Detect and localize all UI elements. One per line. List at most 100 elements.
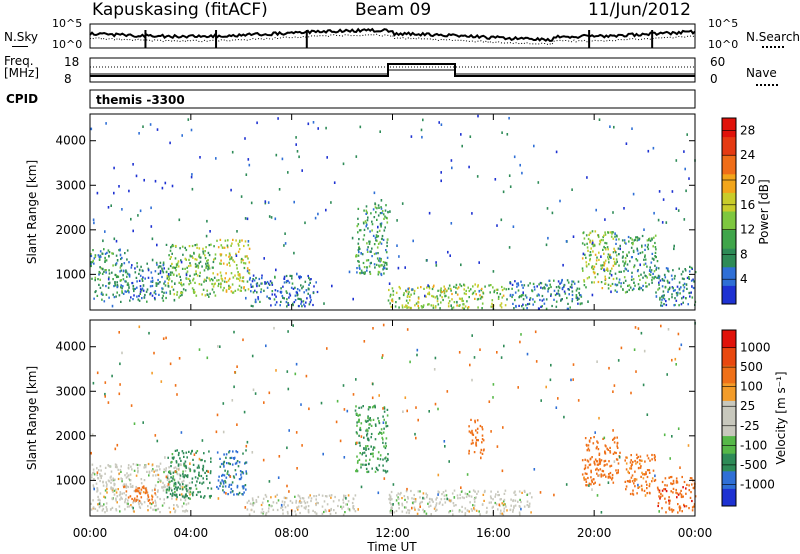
data-cell (137, 214, 139, 217)
nsky-panel (89, 23, 696, 49)
data-cell (662, 198, 665, 201)
data-cell (609, 253, 611, 256)
data-cell (276, 508, 279, 512)
data-cell (450, 222, 453, 225)
data-cell (255, 500, 258, 503)
data-cell (266, 295, 268, 298)
data-cell (184, 463, 186, 466)
x-tick-label: 00:00 (678, 526, 713, 540)
data-cell (443, 497, 446, 501)
data-cell (504, 489, 507, 492)
data-cell (503, 503, 506, 506)
colorbar-tick-label: 500 (740, 360, 763, 374)
data-cell (627, 269, 629, 272)
data-cell (223, 246, 226, 249)
data-cell (414, 304, 416, 307)
data-cell (236, 493, 238, 496)
data-cell (313, 285, 315, 288)
data-cell (115, 491, 118, 494)
data-cell (213, 283, 216, 286)
data-cell (386, 424, 389, 428)
data-cell (158, 465, 160, 468)
data-cell (680, 303, 683, 306)
data-cell (500, 306, 503, 309)
data-cell (241, 257, 243, 261)
data-cell (404, 396, 407, 399)
data-cell (236, 423, 238, 426)
data-cell (355, 470, 357, 473)
data-cell (463, 496, 465, 500)
data-cell (630, 246, 633, 249)
data-cell (171, 245, 173, 248)
data-cell (137, 487, 139, 490)
data-cell (375, 424, 377, 427)
data-cell (154, 484, 157, 487)
data-cell (571, 280, 573, 283)
data-cell (235, 473, 237, 476)
data-cell (408, 306, 410, 309)
data-cell (453, 504, 455, 507)
data-cell (421, 500, 423, 504)
data-cell (372, 234, 375, 237)
data-cell (287, 171, 289, 174)
data-cell (494, 178, 497, 181)
data-cell (260, 288, 263, 291)
data-cell (342, 384, 345, 387)
data-cell (323, 500, 326, 503)
data-cell (181, 486, 184, 489)
data-cell (283, 244, 285, 247)
data-cell (103, 248, 105, 251)
data-cell (154, 501, 157, 504)
data-cell (637, 283, 640, 286)
data-cell (145, 464, 147, 467)
data-cell (236, 484, 239, 487)
data-cell (671, 358, 673, 362)
data-cell (196, 264, 199, 267)
data-cell (424, 294, 426, 298)
data-cell (120, 477, 122, 480)
data-cell (159, 497, 161, 501)
data-cell (178, 273, 180, 276)
data-cell (221, 479, 223, 482)
data-cell (479, 424, 482, 428)
data-cell (195, 258, 198, 261)
data-cell (378, 420, 380, 423)
data-cell (306, 297, 308, 300)
data-cell (691, 296, 694, 299)
data-cell (587, 300, 589, 303)
data-cell (141, 287, 144, 290)
data-cell (500, 498, 502, 501)
data-cell (672, 289, 675, 292)
data-cell (384, 446, 387, 450)
data-cell (645, 472, 647, 476)
data-cell (318, 493, 320, 496)
data-cell (280, 290, 283, 293)
data-cell (154, 179, 157, 183)
data-cell (101, 505, 104, 508)
data-cell (283, 281, 286, 284)
data-cell (644, 262, 647, 265)
data-cell (136, 280, 138, 283)
data-cell (683, 286, 686, 289)
data-cell (120, 264, 122, 267)
data-cell (468, 430, 471, 433)
data-cell (629, 479, 631, 482)
data-cell (464, 305, 467, 308)
data-cell (104, 392, 106, 396)
data-cell (372, 327, 374, 330)
data-cell (104, 395, 106, 398)
data-cell (434, 296, 437, 299)
data-cell (375, 239, 377, 242)
data-cell (108, 251, 111, 254)
data-cell (586, 277, 589, 280)
data-cell (137, 471, 139, 474)
data-cell (523, 489, 526, 492)
data-cell (230, 456, 233, 459)
data-cell (518, 296, 520, 299)
data-cell (615, 451, 617, 455)
data-cell (245, 173, 248, 176)
data-cell (501, 296, 504, 299)
data-cell (246, 267, 249, 270)
data-cell (593, 281, 595, 284)
data-cell (221, 474, 223, 477)
